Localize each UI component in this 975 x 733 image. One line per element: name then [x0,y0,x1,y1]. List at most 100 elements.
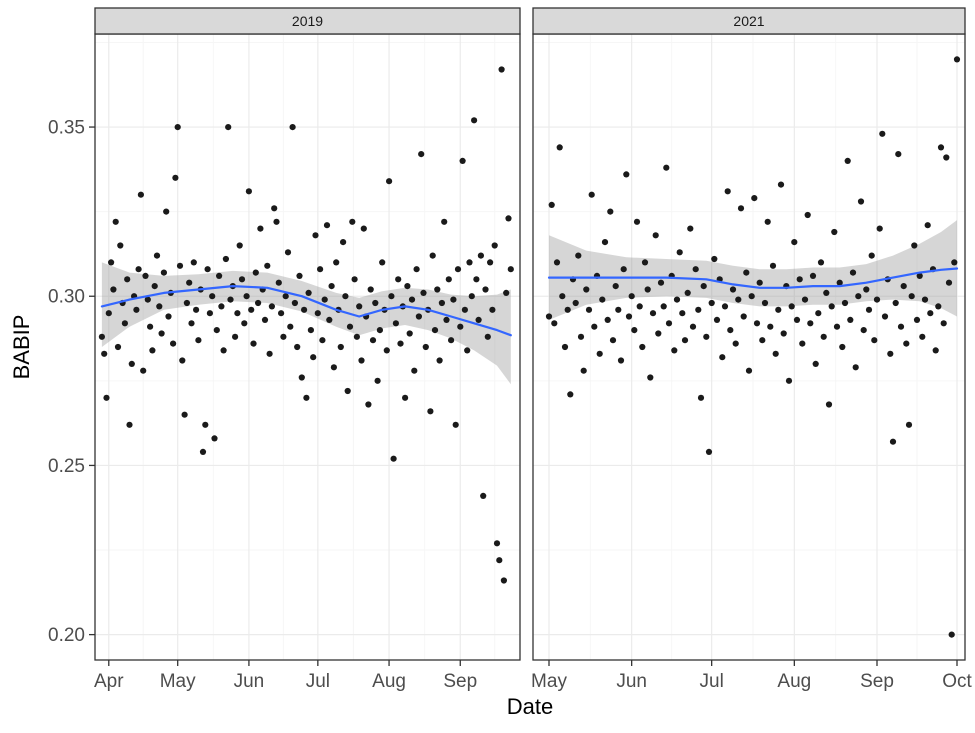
scatter-point [633,218,641,225]
scatter-point [342,293,349,300]
scatter-point [261,316,269,323]
scatter-point [429,252,436,259]
scatter-point [620,266,627,273]
scatter-point [825,401,833,408]
scatter-point [748,293,755,300]
x-axis-title: Date [506,694,554,719]
scatter-point [809,272,817,279]
panel-2021: 2021 May Jun Jul Aug Sep Oct [531,7,972,692]
scatter-point [190,259,197,266]
scatter-point [461,306,468,313]
scatter-point [855,293,862,300]
scatter-point [897,323,905,330]
scatter-point [344,387,351,395]
scatter-point [176,262,184,269]
scatter-point [441,218,448,225]
scatter-point [298,374,305,381]
scatter-point [202,421,209,428]
smooth-line [100,285,512,337]
scatter-point [151,283,158,290]
scatter-point [319,337,326,344]
scatter-point [692,266,699,273]
scatter-point [505,215,512,222]
scatter-point [769,262,777,269]
scatter-point [264,262,271,269]
scatter-point [248,306,255,313]
scatter-point [358,357,365,364]
scatter-point [801,296,809,303]
scatter-point [860,327,867,334]
scatter-point [218,303,225,310]
scatter-point [612,283,619,290]
scatter-point [764,218,771,225]
scatter-point [772,350,779,357]
scatter-point [245,188,252,195]
scatter-point [213,327,220,334]
scatter-point [873,296,881,303]
scatter-point [831,228,838,236]
scatter-point [567,391,574,398]
scatter-point [158,330,165,337]
scatter-point [660,303,667,310]
scatter-point [480,492,487,499]
scatter-point [689,323,697,330]
scatter-point [443,316,450,323]
scatter-point [356,303,363,310]
scatter-point [489,306,496,313]
scatter-point [372,299,379,307]
scatter-point [948,631,955,638]
scatter-point [383,347,390,354]
scatter-point [369,337,377,344]
scatter-point [591,323,598,330]
scatter-point [868,252,875,259]
x-tick-label: Jun [616,671,647,692]
confidence-band [549,220,957,320]
scatter-point [493,540,501,547]
scatter-point [713,316,721,323]
scatter-point [149,347,156,354]
scatter-point [721,303,729,310]
scatter-point [665,320,673,327]
scatter-point [438,299,445,307]
scatter-point [464,347,471,354]
scatter-point [836,279,843,286]
scatter-point [374,377,381,384]
scatter-point [823,289,830,296]
scatter-point [876,225,883,232]
scatter-point [114,343,122,351]
scatter-point [431,327,439,334]
scatter-point [303,394,310,401]
scatter-point [268,303,275,310]
scatter-point [815,310,822,317]
scatter-point [908,293,915,300]
scatter-point [317,266,324,273]
x-tick-label: Jun [234,671,265,692]
scatter-point [103,394,110,401]
scatter-point [349,218,356,225]
scatter-point [644,286,651,293]
scatter-point [503,289,510,296]
scatter-point [751,195,758,202]
scatter-point [498,66,505,73]
scatter-point [225,124,232,131]
scatter-point [500,577,507,584]
scatter-point [895,151,902,158]
scatter-point [287,323,294,330]
scatter-point [402,394,409,401]
scatter-point [919,333,926,340]
scatter-point [351,276,358,283]
scatter-point [887,350,894,357]
scatter-point [243,293,250,300]
x-tick-label: Oct [942,671,972,692]
scatter-point [583,286,590,293]
scatter-point [796,276,803,283]
scatter-point [183,299,190,307]
scatter-point [257,225,264,232]
scatter-point [684,289,691,296]
scatter-point [849,269,857,276]
panel-background [95,34,520,660]
scatter-point [124,276,131,283]
scatter-point [147,323,154,330]
scatter-point [199,448,207,455]
